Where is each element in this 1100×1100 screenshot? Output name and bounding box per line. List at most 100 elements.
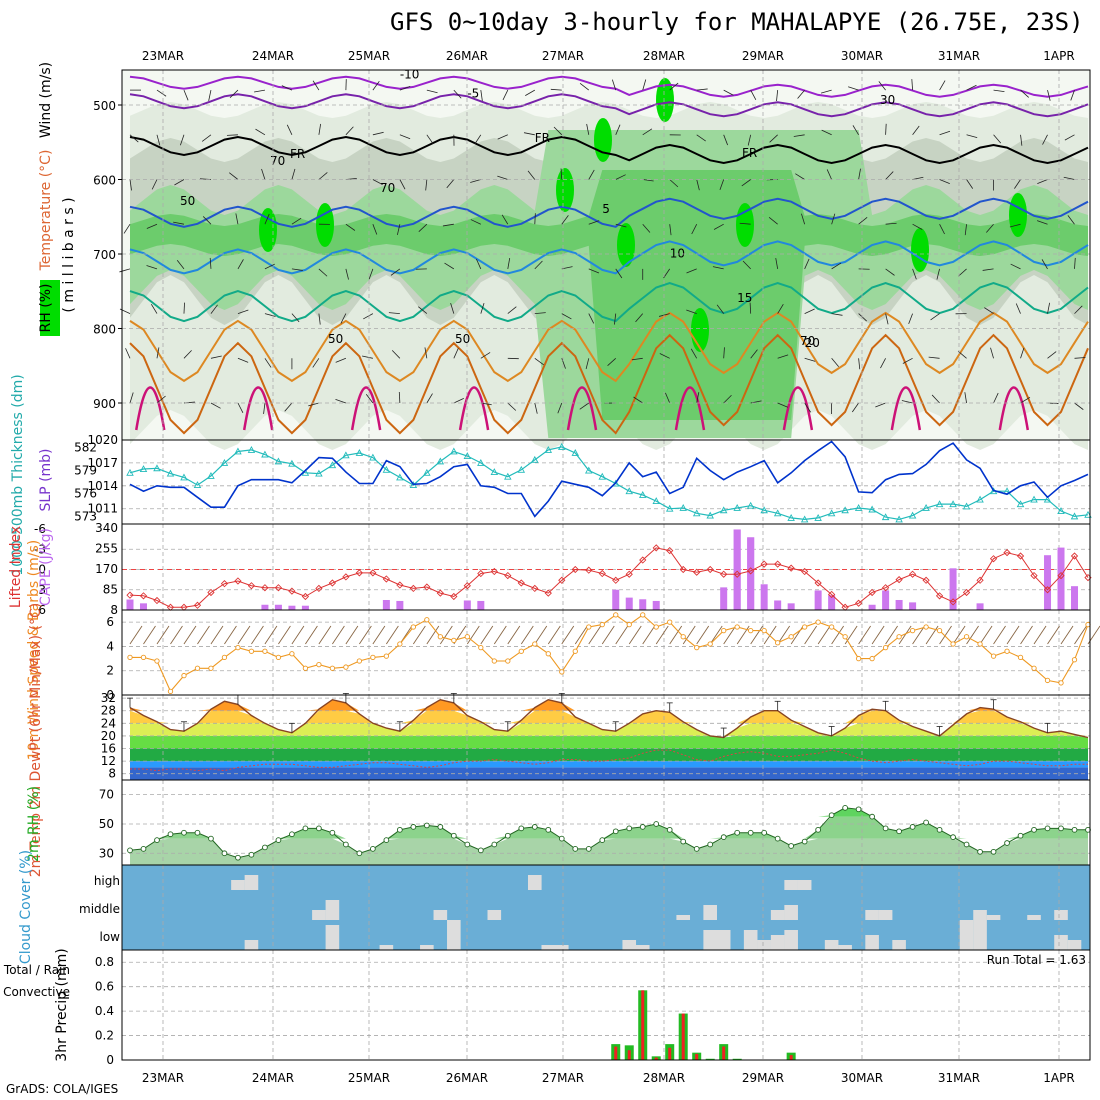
wind-barb <box>936 268 940 280</box>
wind-barb-10m <box>655 625 669 645</box>
thickness-point <box>247 445 256 453</box>
wind-barb-10m <box>143 625 156 645</box>
thickness-point <box>396 473 404 481</box>
cloud-block <box>770 935 785 950</box>
temp-tick-label: 20 <box>101 729 116 743</box>
wind-barb <box>615 124 621 135</box>
wind-barb-10m <box>345 625 359 645</box>
wind-barb <box>769 134 778 143</box>
wind-speed-point <box>343 664 349 670</box>
thickness-point <box>193 481 202 489</box>
wind-barb <box>631 357 643 361</box>
wind-barb <box>804 357 816 362</box>
wind-barb <box>202 216 212 225</box>
lifted-index-line <box>129 547 1089 608</box>
wind-barb <box>795 173 805 180</box>
wind-barb <box>444 262 455 270</box>
wind-barb <box>848 86 859 91</box>
wind-barb <box>579 402 589 410</box>
x-axis-bottom-label: 1APR <box>1043 1071 1074 1085</box>
wind-barb <box>831 358 840 367</box>
wind-barb <box>908 313 913 325</box>
run-total-label: Run Total = 1.63 <box>987 953 1086 967</box>
wind-barb-10m <box>129 625 143 645</box>
wind-speed-point <box>882 644 889 651</box>
cloud-block <box>312 910 326 920</box>
wind-barb <box>614 313 617 325</box>
isotherm-25 <box>242 386 274 431</box>
wind-barb <box>777 303 784 314</box>
wind-barb <box>1063 176 1075 180</box>
rh-axis-label: RH (%) <box>38 284 54 333</box>
wind-speed-point <box>707 641 713 647</box>
wind-barb <box>966 134 978 139</box>
cloud-block <box>838 945 852 950</box>
lifted-index-point <box>315 584 323 593</box>
thickness-point <box>598 472 607 480</box>
wind-barb <box>534 213 536 225</box>
rh-core <box>556 168 574 212</box>
wind-barb-10m <box>723 625 737 645</box>
rh-point <box>248 851 255 858</box>
wind-barb <box>875 402 886 408</box>
precip-tick-label: 0.4 <box>95 1004 114 1018</box>
rh-point <box>262 844 268 851</box>
wind-barb-10m <box>817 625 831 645</box>
wind-barb <box>318 172 328 180</box>
cloud-block <box>784 930 798 950</box>
wind-speed-point <box>127 654 133 661</box>
lifted-index-point <box>922 576 930 584</box>
lifted-index-point <box>854 599 863 607</box>
wind-barb <box>723 134 729 146</box>
thickness-point <box>436 457 445 465</box>
rh-band <box>130 816 1088 839</box>
wind-barb <box>939 130 951 136</box>
wind-barb <box>480 302 485 314</box>
thickness-point <box>746 501 755 509</box>
wind-barb <box>129 392 134 404</box>
contour-label: 50 <box>180 194 195 208</box>
x-axis-bottom-label: 30MAR <box>841 1071 883 1085</box>
wind-barb <box>804 402 811 413</box>
rh-point <box>680 838 687 845</box>
lifted-index-point <box>517 579 525 587</box>
wind-barb <box>964 224 967 236</box>
rh-band <box>130 838 1088 865</box>
wind-barb <box>180 134 185 146</box>
wind-barb <box>474 134 482 145</box>
thickness-point <box>288 459 296 467</box>
cloud-background <box>122 865 1090 950</box>
wind-axis-label: 10m Wind Speed & Barbs (m/s) <box>26 540 42 760</box>
rh-point <box>761 829 768 836</box>
cape-bar <box>652 600 660 610</box>
isotherm-line <box>129 333 1089 435</box>
wind-barb <box>450 302 455 314</box>
wind-barb <box>586 123 590 135</box>
wind-barb <box>446 179 455 189</box>
thickness-point <box>382 465 391 473</box>
wind-barb <box>993 392 999 404</box>
wind-barb-10m <box>318 625 332 645</box>
rh-point <box>734 829 741 836</box>
wind-barb <box>1020 396 1031 404</box>
wind-barb <box>1074 305 1083 314</box>
wind-barb-10m <box>1047 625 1060 645</box>
thickness-point <box>733 504 741 511</box>
wind-barb <box>264 358 272 368</box>
wind-barb <box>851 402 859 413</box>
rh-point <box>599 837 606 843</box>
wind-barb <box>442 223 454 227</box>
temp-tick-label: 28 <box>101 704 116 718</box>
wind-speed-point <box>761 627 767 634</box>
wind-speed-point <box>586 624 592 630</box>
wind-barb <box>146 265 158 270</box>
rh-point <box>208 835 214 842</box>
precip-convective-bar <box>681 1013 685 1060</box>
cloud-block <box>865 910 879 920</box>
wind-barb <box>1064 134 1075 141</box>
cloud-block <box>797 880 812 890</box>
wind-barb <box>686 309 697 314</box>
cloud-block <box>231 880 245 890</box>
wind-barb <box>183 302 185 314</box>
wind-barb <box>525 89 535 96</box>
